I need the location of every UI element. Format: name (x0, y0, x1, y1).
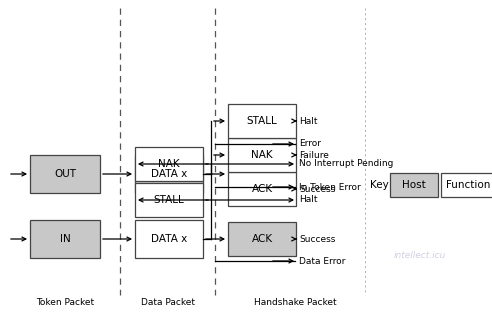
Text: Data Packet: Data Packet (141, 298, 195, 307)
Text: Success: Success (299, 234, 336, 244)
FancyBboxPatch shape (135, 183, 203, 217)
Text: IN: IN (60, 234, 70, 244)
Text: NAK: NAK (251, 150, 273, 160)
FancyBboxPatch shape (30, 155, 100, 193)
FancyBboxPatch shape (135, 220, 203, 258)
Text: Host: Host (402, 180, 426, 190)
FancyBboxPatch shape (135, 155, 203, 193)
Text: ACK: ACK (251, 234, 273, 244)
Text: Token Packet: Token Packet (36, 298, 94, 307)
FancyBboxPatch shape (30, 220, 100, 258)
Text: STALL: STALL (154, 195, 184, 205)
Text: OUT: OUT (54, 169, 76, 179)
Text: Halt: Halt (299, 196, 317, 204)
FancyBboxPatch shape (228, 172, 296, 206)
Text: Success: Success (299, 184, 336, 193)
Text: Key: Key (370, 180, 389, 190)
FancyBboxPatch shape (441, 173, 492, 197)
Text: Data Error: Data Error (299, 256, 345, 265)
Text: NAK: NAK (158, 159, 180, 169)
Text: intellect.icu: intellect.icu (394, 251, 446, 260)
Text: ACK: ACK (251, 184, 273, 194)
Text: Error: Error (299, 140, 321, 148)
Text: Halt: Halt (299, 116, 317, 126)
FancyBboxPatch shape (390, 173, 438, 197)
FancyBboxPatch shape (228, 138, 296, 172)
Text: In Token Error: In Token Error (299, 182, 361, 192)
Text: DATA x: DATA x (151, 234, 187, 244)
Text: No Interrupt Pending: No Interrupt Pending (299, 160, 394, 168)
Text: STALL: STALL (246, 116, 277, 126)
Text: Function: Function (446, 180, 491, 190)
Text: Handshake Packet: Handshake Packet (254, 298, 337, 307)
FancyBboxPatch shape (228, 104, 296, 138)
Text: DATA x: DATA x (151, 169, 187, 179)
FancyBboxPatch shape (228, 222, 296, 256)
Text: Failure: Failure (299, 151, 329, 160)
FancyBboxPatch shape (135, 147, 203, 181)
